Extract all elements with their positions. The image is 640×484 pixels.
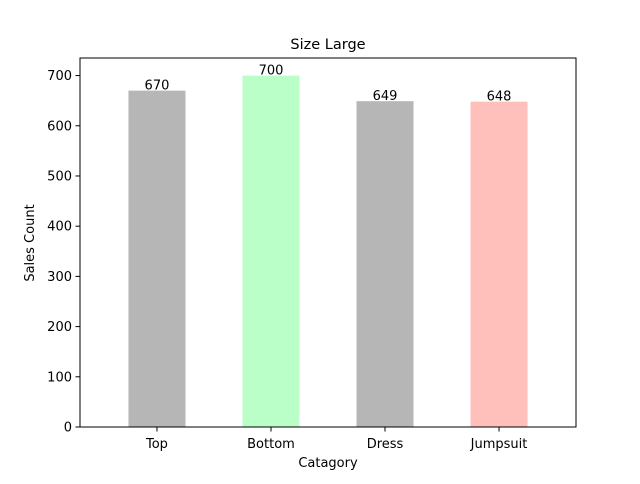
x-tick-label-top: Top bbox=[145, 437, 168, 452]
bars-group bbox=[128, 75, 528, 428]
x-tick-label-dress: Dress bbox=[367, 437, 404, 452]
x-axis-label: Catagory bbox=[298, 456, 358, 471]
y-tick-label-0: 0 bbox=[64, 421, 72, 436]
y-axis: 0 100 200 300 400 500 600 700 bbox=[47, 69, 80, 436]
y-axis-label: Sales Count bbox=[23, 204, 38, 281]
y-tick-label-300: 300 bbox=[47, 270, 72, 285]
data-label-dress: 649 bbox=[373, 89, 398, 104]
x-axis: Top Bottom Dress Jumpsuit bbox=[145, 427, 527, 452]
x-tick-label-jumpsuit: Jumpsuit bbox=[470, 437, 528, 452]
bar-bottom bbox=[242, 75, 300, 427]
plot-frame bbox=[79, 57, 577, 428]
y-tick-label-400: 400 bbox=[47, 220, 72, 235]
y-tick-label-500: 500 bbox=[47, 169, 72, 184]
chart-title: Size Large bbox=[290, 37, 365, 53]
x-tick-label-bottom: Bottom bbox=[247, 437, 295, 452]
y-tick-label-600: 600 bbox=[47, 119, 72, 134]
bar-labels-group: 670 700 649 648 bbox=[145, 64, 512, 105]
bar-top bbox=[128, 90, 186, 427]
y-tick-label-200: 200 bbox=[47, 320, 72, 335]
y-tick-label-700: 700 bbox=[47, 69, 72, 84]
data-label-bottom: 700 bbox=[259, 64, 284, 79]
bar-jumpsuit bbox=[470, 101, 528, 428]
y-tick-label-100: 100 bbox=[47, 370, 72, 385]
bar-dress bbox=[356, 101, 414, 428]
data-label-top: 670 bbox=[145, 79, 170, 94]
data-label-jumpsuit: 648 bbox=[487, 90, 512, 105]
